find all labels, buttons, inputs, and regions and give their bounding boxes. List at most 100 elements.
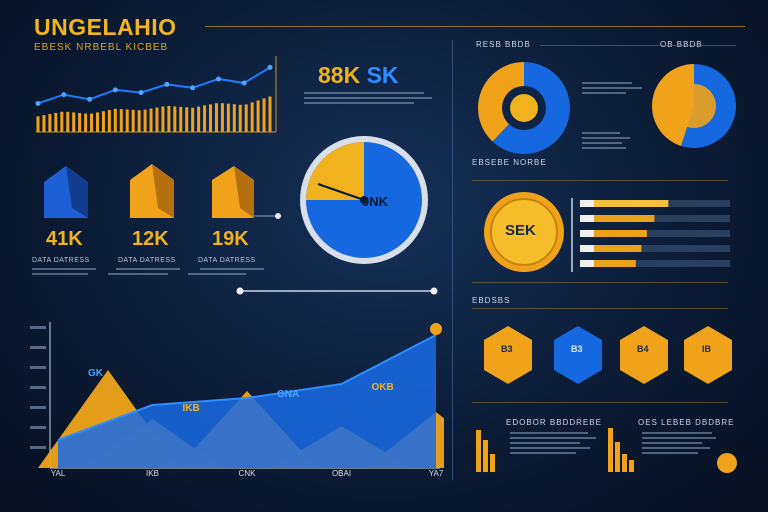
line-chart-bar <box>84 113 88 132</box>
line-chart-bar <box>42 115 46 132</box>
hex-1 <box>484 326 532 384</box>
line-chart-bar <box>78 113 82 132</box>
hex-3 <box>620 326 668 384</box>
line-chart-point <box>190 85 196 91</box>
slider-handle-right[interactable] <box>430 287 438 295</box>
area-y-tick <box>30 346 46 349</box>
line-chart-bar <box>107 110 111 132</box>
hbar-C <box>580 230 647 237</box>
area-y-tick <box>30 426 46 429</box>
hbar-track <box>580 245 730 252</box>
hbar-track <box>580 260 730 267</box>
hbar-E <box>580 260 636 267</box>
page-title: UNGELAHIO <box>34 14 177 40</box>
area-y-tick <box>30 386 46 389</box>
headline-blue: SK <box>366 62 399 88</box>
mini-bars-1 <box>476 430 495 472</box>
area-blue-series <box>58 335 436 468</box>
line-chart-bar <box>48 114 52 132</box>
horizontal-bar-chart <box>571 198 730 272</box>
line-chart-point <box>87 96 93 102</box>
area-category-label: OBAI <box>332 469 351 478</box>
stat-cubes <box>44 164 281 219</box>
line-chart-bar <box>143 109 147 132</box>
header-divider <box>205 26 745 27</box>
bottom-right-lines <box>642 432 716 457</box>
line-chart-bar <box>244 104 248 132</box>
line-chart-bar <box>226 103 230 132</box>
line-chart-point <box>138 90 144 96</box>
line-chart-bar <box>149 108 153 132</box>
donut-chart-2 <box>652 64 736 148</box>
line-chart-bar <box>60 111 64 132</box>
hbar-cap <box>580 245 594 252</box>
stat-2-value: 12K <box>132 228 169 250</box>
indicator-dot <box>717 453 737 473</box>
headline-gold: 88K <box>318 62 361 88</box>
area-category-label: YAL <box>51 469 66 478</box>
stat-1-value: 41K <box>46 228 83 250</box>
hbar-track <box>580 230 730 237</box>
bottom-left-lines <box>510 432 596 457</box>
cube-2 <box>130 164 174 218</box>
hex-4 <box>684 326 732 384</box>
donut-2-legend <box>582 132 642 152</box>
line-chart-bar <box>250 102 254 132</box>
area-y-tick <box>30 406 46 409</box>
line-chart-bar <box>238 104 242 132</box>
line-chart-bar <box>185 107 189 132</box>
hbar-cap <box>580 200 594 207</box>
line-chart-bar <box>173 106 177 132</box>
hex-1-label: B3 <box>501 344 513 354</box>
area-annotation: GNA <box>277 389 299 400</box>
hex-3-label: B4 <box>637 344 649 354</box>
line-chart-bar <box>268 96 272 132</box>
hex-4-label: IB <box>702 344 711 354</box>
area-blue-line <box>57 334 437 441</box>
line-chart-bar <box>125 109 129 132</box>
bottom-left-title: EDOBOR BBDDREBE <box>506 418 602 427</box>
line-chart-bar <box>197 106 201 132</box>
hex-2 <box>554 326 602 384</box>
line-chart-bar <box>155 107 159 132</box>
coin-value: SEK <box>505 222 536 239</box>
stat-1-caption: DATA DATRESS <box>32 257 90 264</box>
slider-handle-left[interactable] <box>236 287 244 295</box>
line-chart-bar <box>262 98 266 132</box>
donut-1-title: RESB BBDB <box>476 40 531 49</box>
hbar-cap <box>580 230 594 237</box>
column-divider <box>452 40 453 480</box>
area-category-label: YA7 <box>429 469 444 478</box>
area-category-label: CNK <box>239 469 257 478</box>
area-end-marker <box>430 323 442 335</box>
headline-number: 88K SK <box>318 62 399 89</box>
line-chart-series <box>37 66 271 105</box>
area-category-label: IKB <box>146 469 159 478</box>
line-chart-bar <box>113 108 117 132</box>
line-chart-bar <box>232 104 236 132</box>
line-chart-bar <box>101 111 105 132</box>
area-annotation: GK <box>88 368 104 379</box>
line-chart-point <box>112 87 118 93</box>
line-chart-bar <box>90 113 94 132</box>
line-chart-bar <box>36 116 40 132</box>
line-chart-point <box>164 81 170 87</box>
cube-3 <box>212 166 254 218</box>
donut-1-legend <box>582 82 642 97</box>
range-slider[interactable] <box>234 284 440 298</box>
line-chart-bar <box>167 105 171 132</box>
line-chart-point <box>215 76 221 82</box>
gauge-value: 0NK <box>362 194 389 209</box>
line-chart-bar <box>72 112 76 132</box>
stat-3-value: 19K <box>212 228 249 250</box>
hbar-B <box>580 215 655 222</box>
line-chart-point <box>61 92 67 98</box>
cube-1 <box>44 166 88 218</box>
coin <box>484 192 564 272</box>
line-chart-point <box>35 100 41 106</box>
gauge <box>300 136 428 264</box>
area-annotation: OKB <box>372 382 394 393</box>
hbar-D <box>580 245 642 252</box>
line-chart-bar <box>209 104 213 132</box>
